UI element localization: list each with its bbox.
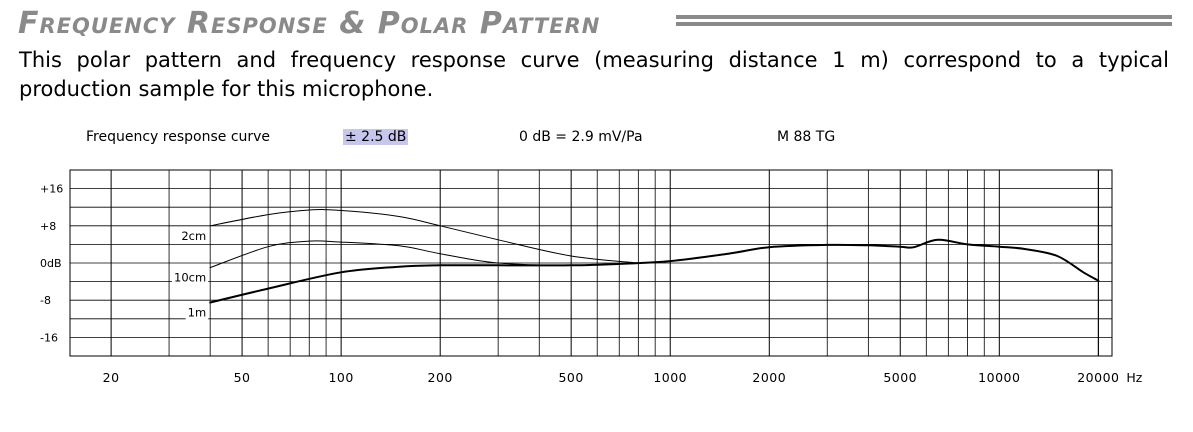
- section-heading: Frequency Response & Polar Pattern: [18, 6, 601, 41]
- series-label: 2cm: [181, 229, 206, 243]
- x-tick-label: 10000: [978, 370, 1020, 385]
- y-tick-label: -8: [40, 294, 51, 307]
- series-line-10cm: [209, 240, 639, 269]
- x-tick-label: 20: [103, 370, 120, 385]
- x-tick-label: 100: [328, 370, 353, 385]
- x-tick-label: 200: [428, 370, 453, 385]
- x-tick-label: 5000: [883, 370, 917, 385]
- model-label: M 88 TG: [777, 129, 836, 145]
- y-tick-label: +16: [40, 183, 63, 196]
- intro-paragraph: This polar pattern and frequency respons…: [19, 48, 1169, 101]
- tolerance-label: ± 2.5 dB: [343, 129, 409, 145]
- series-label-background: [172, 270, 209, 285]
- x-unit-label: Hz: [1126, 370, 1142, 385]
- chart-title: Frequency response curve: [86, 129, 271, 145]
- heading-rule: [676, 15, 1172, 26]
- x-tick-label: 2000: [752, 370, 786, 385]
- y-tick-label: +8: [40, 220, 56, 233]
- x-tick-label: 1000: [653, 370, 687, 385]
- series-label: 10cm: [174, 271, 206, 285]
- y-tick-label: 0dB: [40, 257, 62, 270]
- y-tick-label: -16: [40, 331, 58, 344]
- x-tick-label: 50: [234, 370, 251, 385]
- reference-label: 0 dB = 2.9 mV/Pa: [519, 129, 643, 145]
- series-label-background: [179, 228, 209, 243]
- series-line-1m: [209, 238, 1100, 304]
- x-tick-label: 20000: [1077, 370, 1119, 385]
- series-label-background: [185, 305, 209, 320]
- series-label: 1m: [188, 306, 207, 320]
- series-line-2cm: [209, 209, 639, 264]
- x-tick-label: 500: [558, 370, 583, 385]
